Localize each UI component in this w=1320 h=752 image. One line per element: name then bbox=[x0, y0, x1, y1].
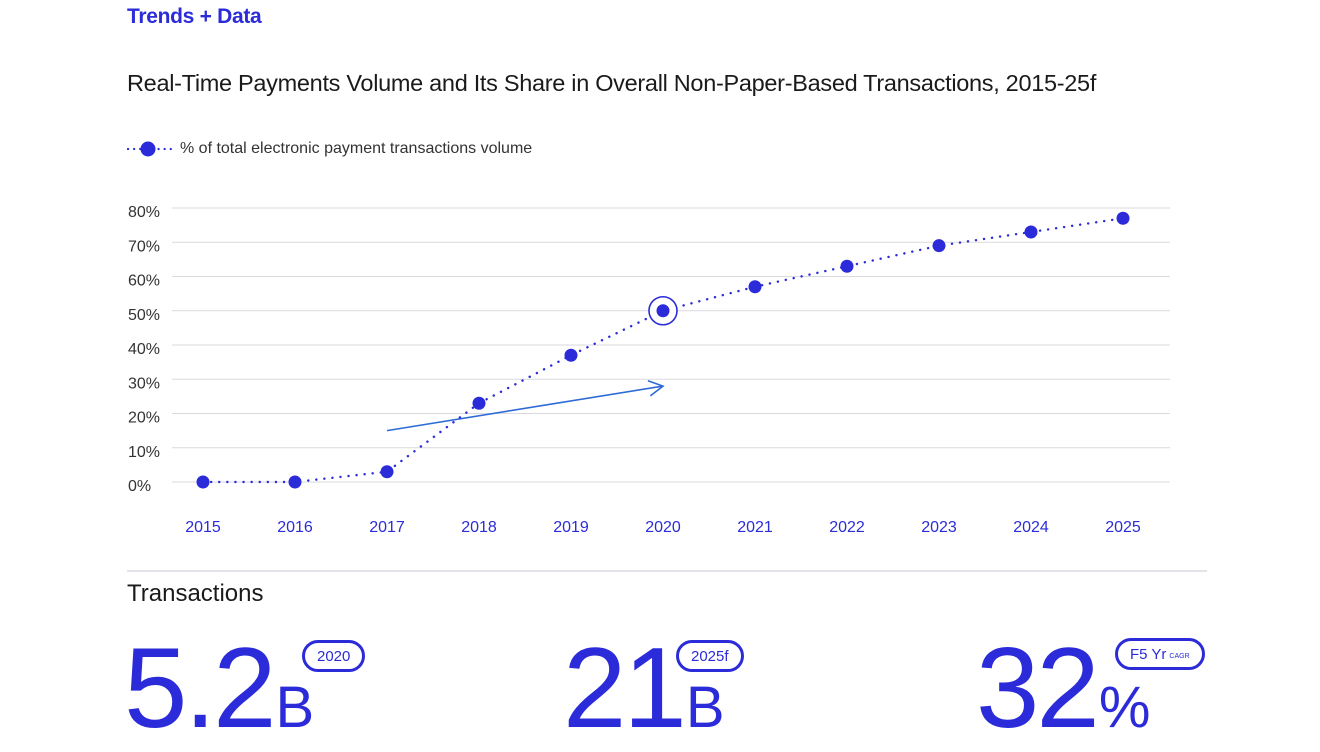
y-tick-label: 20% bbox=[128, 410, 160, 427]
data-point bbox=[656, 304, 670, 318]
data-point bbox=[1024, 225, 1038, 239]
x-tick-label: 2023 bbox=[921, 519, 957, 536]
stat-badge: F5 Yr CAGR bbox=[1115, 638, 1205, 670]
trend-arrow-line bbox=[386, 385, 664, 432]
data-point bbox=[288, 475, 302, 489]
trend-arrow-head bbox=[647, 380, 665, 397]
section-divider bbox=[127, 570, 1207, 572]
chart-legend: % of total electronic payment transactio… bbox=[127, 138, 532, 160]
x-tick-label: 2020 bbox=[645, 519, 681, 536]
x-tick-label: 2022 bbox=[829, 519, 865, 536]
data-point bbox=[1116, 211, 1130, 225]
legend-label: % of total electronic payment transactio… bbox=[180, 140, 533, 157]
stat-number: 32 bbox=[976, 625, 1100, 752]
series-line bbox=[201, 217, 1125, 484]
stat-unit: % bbox=[1098, 675, 1151, 740]
chart-title: Real-Time Payments Volume and Its Share … bbox=[127, 70, 1097, 96]
y-tick-label: 30% bbox=[128, 375, 160, 392]
x-tick-label: 2016 bbox=[277, 519, 313, 536]
stat-number: 5.2 bbox=[124, 625, 276, 752]
stat-number: 21 bbox=[563, 625, 687, 752]
y-tick-label: 50% bbox=[128, 307, 160, 324]
stats-title: Transactions bbox=[127, 580, 264, 607]
badge-label: F5 Yr bbox=[1130, 645, 1167, 663]
x-tick-label: 2019 bbox=[553, 519, 589, 536]
y-tick-label: 80% bbox=[128, 204, 160, 221]
x-tick-label: 2018 bbox=[461, 519, 497, 536]
stat-badge: 2025f bbox=[676, 640, 744, 672]
x-tick-label: 2017 bbox=[369, 519, 405, 536]
badge-label: 2025f bbox=[691, 647, 729, 665]
data-point bbox=[748, 280, 762, 294]
stat-badge: 2020 bbox=[302, 640, 366, 672]
stat-2025f-transactions: 21B bbox=[563, 632, 725, 746]
stat-2020-transactions: 5.2B bbox=[124, 632, 314, 746]
y-tick-label: 40% bbox=[128, 341, 160, 358]
x-tick-label: 2015 bbox=[185, 519, 221, 536]
stat-cagr: 32% bbox=[976, 632, 1150, 746]
section-tag: Trends + Data bbox=[127, 5, 262, 28]
x-tick-label: 2024 bbox=[1013, 519, 1049, 536]
data-point bbox=[840, 259, 854, 273]
y-tick-label: 10% bbox=[128, 444, 160, 461]
y-tick-label: 70% bbox=[128, 238, 160, 255]
x-tick-label: 2025 bbox=[1105, 519, 1141, 536]
data-point bbox=[564, 348, 578, 362]
line-chart: 0% 10% 20% 30% 40% 50% 60% 70% 80% 2015 2016 2017 20… bbox=[128, 204, 1170, 536]
y-tick-label: 0% bbox=[128, 478, 151, 495]
badge-label: 2020 bbox=[317, 647, 351, 665]
data-point bbox=[196, 475, 210, 489]
stat-unit: B bbox=[685, 675, 725, 740]
data-point bbox=[472, 396, 486, 410]
data-point bbox=[380, 465, 394, 479]
stat-unit: B bbox=[275, 675, 315, 740]
badge-sublabel: CAGR bbox=[1169, 652, 1190, 660]
legend-marker bbox=[127, 141, 173, 157]
x-tick-label: 2021 bbox=[737, 519, 773, 536]
data-point bbox=[932, 239, 946, 253]
y-tick-label: 60% bbox=[128, 273, 160, 290]
